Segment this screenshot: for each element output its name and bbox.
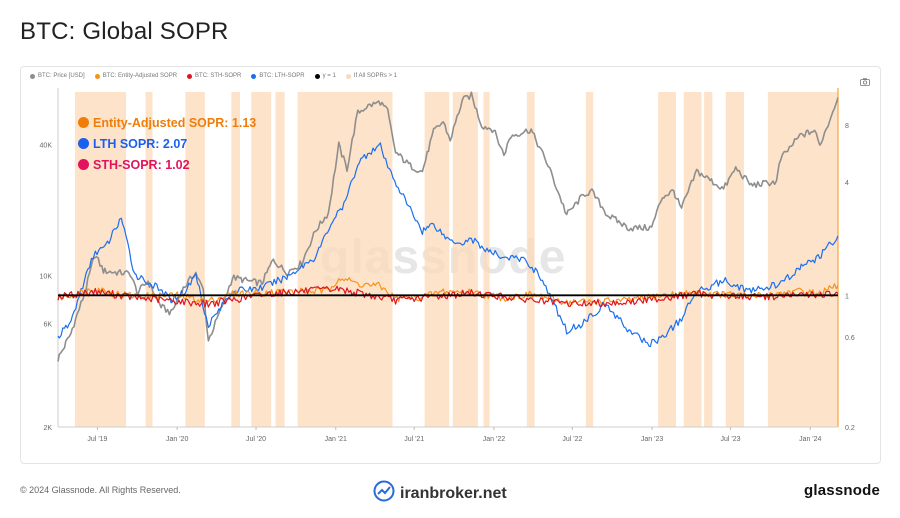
- y-left-tick-label: 2K: [43, 425, 52, 432]
- legend-swatch: [251, 73, 257, 79]
- callout-label: LTH SOPR: 2.07: [93, 136, 188, 151]
- legend-swatch: [30, 73, 35, 79]
- callout-entity-sopr: Entity-Adjusted SOPR: 1.13: [78, 112, 256, 133]
- legend-item-sth-sopr[interactable]: BTC: STH-SOPR: [187, 73, 241, 79]
- highlight-band: [424, 92, 450, 427]
- x-tick-label: Jul '23: [721, 436, 741, 443]
- highlight-band: [658, 92, 676, 427]
- y-left-tick-label: 10K: [40, 273, 53, 280]
- copyright-notice: © 2024 Glassnode. All Rights Reserved.: [20, 485, 181, 495]
- x-tick-label: Jul '21: [404, 436, 424, 443]
- broker-logo[interactable]: iranbroker.net: [373, 480, 507, 507]
- x-tick-label: Jan '21: [325, 436, 347, 443]
- y-right-tick-label: 4: [845, 180, 849, 187]
- value-callouts: Entity-Adjusted SOPR: 1.13 LTH SOPR: 2.0…: [78, 112, 256, 175]
- legend-label: BTC: Entity-Adjusted SOPR: [102, 73, 178, 79]
- y-left-tick-label: 6K: [43, 321, 52, 328]
- x-tick-label: Jan '22: [483, 436, 505, 443]
- highlight-band: [704, 92, 713, 427]
- legend-swatch: [345, 73, 351, 79]
- camera-icon[interactable]: [860, 73, 870, 86]
- highlight-band: [297, 92, 393, 427]
- highlight-band: [767, 92, 838, 427]
- legend-item-entity-sopr[interactable]: BTC: Entity-Adjusted SOPR: [94, 73, 178, 79]
- highlight-band: [683, 92, 702, 427]
- highlight-band: [585, 92, 594, 427]
- y-right-tick-label: 0.6: [845, 335, 855, 342]
- broker-chart-icon: [373, 480, 395, 507]
- legend-swatch: [187, 73, 193, 79]
- callout-dot: [78, 117, 89, 128]
- page-title: BTC: Global SOPR: [20, 18, 229, 45]
- legend-label: BTC: LTH-SOPR: [259, 73, 305, 79]
- callout-lth-sopr: LTH SOPR: 2.07: [78, 133, 256, 154]
- highlight-band: [452, 92, 478, 427]
- legend-label: y = 1: [322, 73, 336, 79]
- legend-swatch: [94, 73, 100, 79]
- legend-item-all-soprs-above-1[interactable]: If All SOPRs > 1: [345, 73, 397, 79]
- legend-label: BTC: STH-SOPR: [195, 73, 242, 79]
- x-tick-label: Jan '20: [166, 436, 188, 443]
- series-line-btc-entity-adjusted-sopr: [57, 277, 839, 306]
- legend-item-lth-sopr[interactable]: BTC: LTH-SOPR: [251, 73, 305, 79]
- y-right-tick-label: 0.2: [845, 425, 855, 432]
- legend-item-price[interactable]: BTC: Price [USD]: [30, 73, 85, 79]
- x-tick-label: Jul '19: [87, 436, 107, 443]
- x-tick-label: Jul '20: [246, 436, 266, 443]
- callout-label: STH-SOPR: 1.02: [93, 157, 190, 172]
- highlight-band: [231, 92, 240, 427]
- callout-sth-sopr: STH-SOPR: 1.02: [78, 154, 256, 175]
- highlight-band: [145, 92, 153, 427]
- legend-label: BTC: Price [USD]: [38, 73, 85, 79]
- series-line-btc-lth-sopr: [57, 142, 839, 348]
- highlight-band: [251, 92, 272, 427]
- x-tick-label: Jan '23: [641, 436, 663, 443]
- y-right-tick-label: 1: [845, 293, 849, 300]
- series-line-btc-price-usd-: [57, 91, 839, 362]
- highlight-band: [483, 92, 490, 427]
- callout-label: Entity-Adjusted SOPR: 1.13: [93, 115, 257, 130]
- y-right-tick-label: 8: [845, 123, 849, 130]
- legend-item-y-equals-1[interactable]: y = 1: [314, 73, 336, 79]
- brand-logo: glassnode: [804, 482, 880, 499]
- highlight-band: [275, 92, 285, 427]
- callout-dot: [78, 159, 89, 170]
- chart-legend: BTC: Price [USD] BTC: Entity-Adjusted SO…: [30, 73, 397, 79]
- highlight-band: [725, 92, 744, 427]
- highlight-band: [526, 92, 535, 427]
- legend-swatch: [314, 73, 320, 79]
- x-tick-label: Jul '22: [562, 436, 582, 443]
- highlight-band: [185, 92, 205, 427]
- x-tick-label: Jan '24: [799, 436, 821, 443]
- broker-name: iranbroker.net: [400, 484, 507, 502]
- callout-dot: [78, 138, 89, 149]
- legend-label: If All SOPRs > 1: [353, 73, 397, 79]
- y-left-tick-label: 40K: [40, 143, 53, 150]
